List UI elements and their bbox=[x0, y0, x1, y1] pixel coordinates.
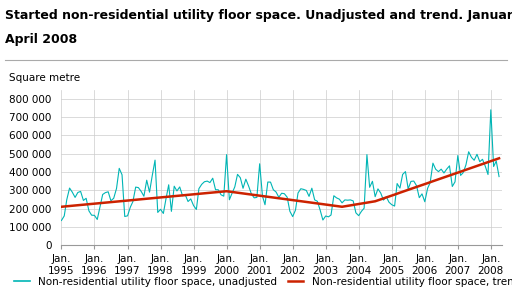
Text: April 2008: April 2008 bbox=[5, 33, 77, 46]
Legend: Non-residential utility floor space, unadjusted, Non-residential utility floor s: Non-residential utility floor space, una… bbox=[10, 272, 512, 291]
Text: Square metre: Square metre bbox=[9, 74, 80, 83]
Text: Started non-residential utility floor space. Unadjusted and trend. January 1995-: Started non-residential utility floor sp… bbox=[5, 9, 512, 22]
